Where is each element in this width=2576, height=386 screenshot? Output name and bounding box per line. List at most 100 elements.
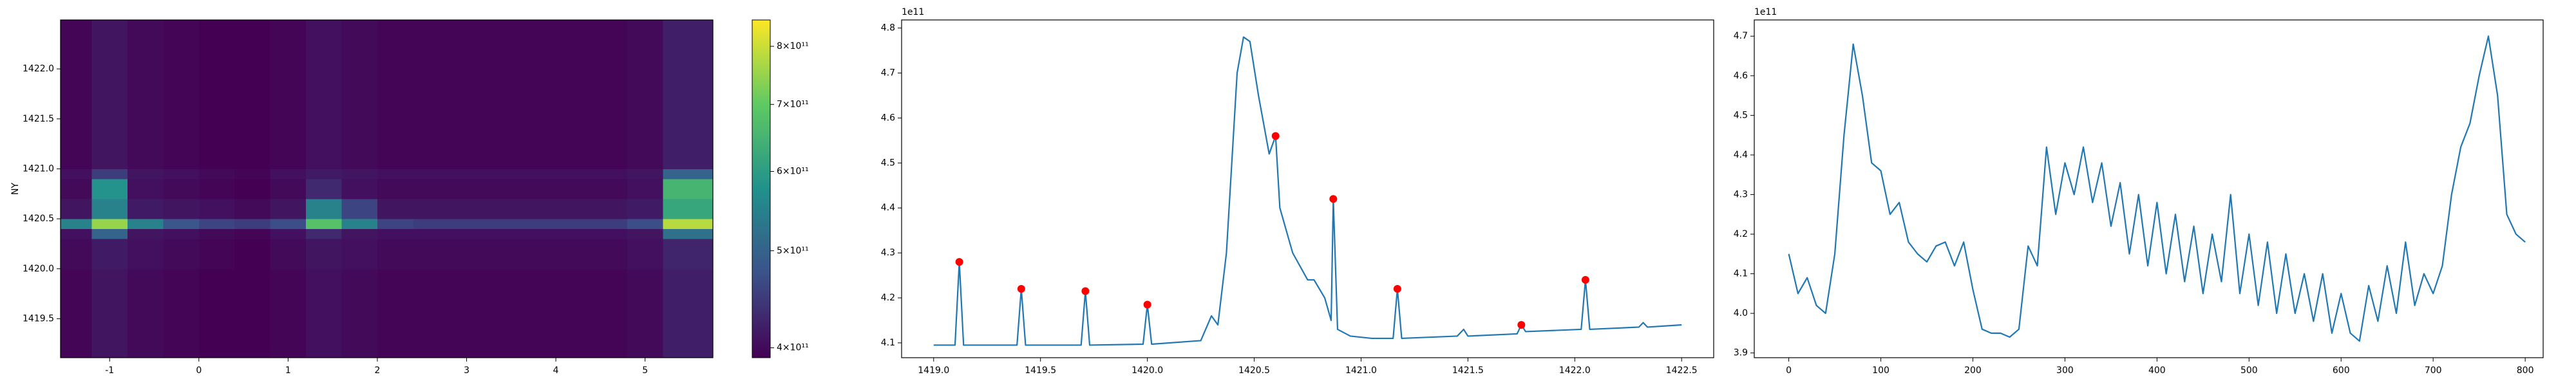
peak-marker [1329,195,1338,203]
heatmap-cell [61,268,93,319]
y-tick-label: 4.1 [881,338,895,348]
heatmap-cell [198,20,235,69]
heatmap-cell [91,118,128,169]
heatmap-cell [127,268,164,319]
x-tick-label: 1419.0 [918,365,949,376]
heatmap-cell [627,199,663,219]
data-line [1788,35,2526,342]
heatmap-cell [627,169,663,179]
colorbar-tick-label: 7×10¹¹ [777,99,809,109]
heatmap-cell [61,199,93,219]
heatmap-cell [377,69,413,120]
heatmap-cell [163,20,200,69]
heatmap-cell [198,219,235,230]
heatmap-cell [627,228,663,239]
axes-frame [901,19,1714,358]
heatmap-cell [484,178,556,199]
heatmap-cell [663,228,714,239]
heatmap-cell [627,178,663,199]
heatmap-cell [91,178,128,199]
heatmap-cell [270,178,307,199]
heatmap-cell [341,228,378,239]
heatmap-cell [234,118,271,169]
heatmap-cell [61,228,93,239]
heatmap-cell [234,239,271,270]
peak-marker [1393,285,1401,293]
heatmap-cell [306,219,343,230]
heatmap-cell [127,169,164,179]
heatmap-cell [198,169,235,179]
x-tick-label: 1421.0 [1345,365,1377,376]
peak-marker [1517,320,1526,329]
x-tick-label: 1419.5 [1025,365,1056,376]
heatmap-cell [270,199,307,219]
heatmap-cell [306,169,343,179]
x-tick-label: 0 [1786,365,1792,376]
heatmap-cell [234,219,271,230]
colorbar-tick-label: 5×10¹¹ [777,246,809,256]
heatmap-cell [234,178,271,199]
heatmap-cell [663,178,714,199]
y-tick-label: 1419.5 [23,313,54,324]
heatmap-cell [627,268,663,319]
heatmap-cell [413,169,485,179]
heatmap-cell [198,178,235,199]
heatmap-cell [234,199,271,219]
heatmap-cell [127,118,164,169]
heatmap-cell [377,268,413,319]
heatmap-cell [556,219,628,230]
heatmap-cell [484,239,556,270]
y-tick-label: 4.3 [881,248,895,258]
heatmap-cell [484,118,556,169]
heatmap-cell [198,228,235,239]
heatmap-cell [270,239,307,270]
heatmap-cell [61,239,93,270]
heatmap-cell [413,118,485,169]
heatmap-cell [270,118,307,169]
heatmap-cell [163,118,200,169]
heatmap-cell [556,169,628,179]
heatmap-cell [556,118,628,169]
heatmap-cell [377,169,413,179]
heatmap-cell [198,268,235,319]
heatmap-cell [306,118,343,169]
axes-frame [1754,19,2544,358]
heatmap-cell [627,118,663,169]
heatmap-cell [341,69,378,120]
heatmap-cell [234,169,271,179]
heatmap-cell [306,239,343,270]
axis-offset-label: 1e11 [1754,7,1777,17]
heatmap-cell [413,178,485,199]
x-tick-label: 5 [642,365,648,376]
heatmap-cell [91,318,128,358]
heatmap-cell [413,239,485,270]
heatmap-cell [341,118,378,169]
heatmap-cell [127,228,164,239]
y-tick-label: 4.5 [881,158,895,168]
x-tick-label: 100 [1872,365,1889,376]
heatmap-cell [91,239,128,270]
heatmap-cell [61,219,93,230]
x-tick-label: 500 [2240,365,2258,376]
heatmap-cell [306,20,343,69]
heatmap-cell [627,318,663,358]
heatmap-cell [306,178,343,199]
heatmap-cell [127,178,164,199]
heatmap-cell [270,268,307,319]
heatmap-cell [91,20,128,69]
heatmap-cell [663,268,714,319]
heatmap-cell [127,318,164,358]
heatmap-cell [341,318,378,358]
heatmap-cell [270,169,307,179]
heatmap-cell [627,219,663,230]
heatmap-cell [341,239,378,270]
heatmap-cell [663,239,714,270]
y-tick-label: 4.3 [1734,189,1748,199]
heatmap-cell [627,20,663,69]
heatmap-cell [234,268,271,319]
y-tick-label: 4.7 [1734,31,1748,41]
heatmap-cell [556,239,628,270]
y-tick-label: 4.6 [1734,71,1748,81]
x-tick-label: 3 [464,365,469,376]
